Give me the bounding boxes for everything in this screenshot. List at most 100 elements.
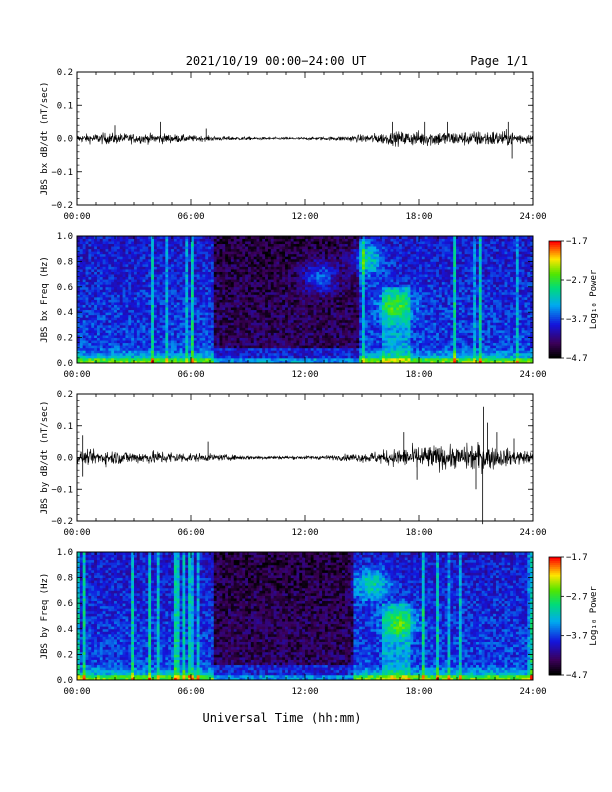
heatmap-cell [79, 302, 84, 305]
heatmap-cell [333, 317, 337, 321]
heatmap-cell [262, 342, 266, 346]
heatmap-cell [336, 261, 340, 265]
heatmap-cell [245, 302, 249, 305]
heatmap-cell [82, 350, 86, 354]
heatmap-cell [208, 312, 212, 316]
heatmap-cell [253, 329, 257, 333]
heatmap-cell [273, 253, 277, 257]
heatmap-cell [179, 294, 183, 298]
heatmap-cell [324, 337, 329, 341]
heatmap-cell [282, 340, 286, 344]
heatmap-cell [230, 299, 235, 303]
heatmap-cell [296, 350, 300, 354]
heatmap-cell [305, 251, 309, 255]
heatmap-cell [282, 263, 286, 267]
heatmap-cell [159, 286, 163, 290]
heatmap-cell [342, 284, 346, 288]
heatmap-cell [105, 319, 109, 323]
heatmap-cell [293, 289, 297, 293]
heatmap-cell [151, 332, 155, 336]
heatmap-cell [216, 246, 220, 250]
heatmap-cell [287, 312, 292, 316]
heatmap-cell [216, 340, 220, 344]
heatmap-cell [125, 355, 129, 359]
heatmap-cell [242, 345, 246, 349]
heatmap-cell [276, 329, 280, 333]
heatmap-cell [296, 332, 300, 336]
heatmap-cell [336, 263, 340, 267]
heatmap-cell [302, 329, 306, 333]
heatmap-cell [105, 284, 109, 288]
heatmap-cell [316, 342, 320, 346]
heatmap-cell [94, 355, 98, 359]
heatmap-cell [111, 340, 115, 344]
heatmap-cell [273, 274, 277, 278]
heatmap-cell [94, 269, 98, 272]
heatmap-cell [324, 304, 329, 308]
heatmap-cell [119, 324, 123, 328]
heatmap-cell [182, 319, 186, 323]
heatmap-cell [285, 248, 289, 252]
heatmap-cell [256, 236, 260, 239]
heatmap-cell [79, 324, 84, 328]
heatmap-cell [105, 289, 109, 293]
heatmap-cell [108, 276, 112, 280]
heatmap-cell [162, 304, 166, 308]
heatmap-cell [159, 261, 163, 265]
heatmap-cell [111, 243, 115, 247]
heatmap-cell [156, 329, 161, 333]
heatmap-cell [347, 340, 351, 344]
heatmap-cell [82, 274, 86, 278]
heatmap-cell [188, 302, 192, 305]
heatmap-cell [316, 314, 320, 318]
heatmap-cell [94, 332, 98, 336]
heatmap-cell [156, 248, 161, 252]
heatmap-cell [250, 281, 255, 285]
heatmap-cell [290, 350, 294, 354]
heatmap-cell [185, 309, 189, 313]
heatmap-cell [162, 337, 166, 341]
heatmap-cell [88, 347, 92, 351]
heatmap-cell [248, 281, 252, 285]
heatmap-cell [142, 271, 146, 275]
heatmap-cell [193, 281, 198, 285]
heatmap-cell [102, 279, 106, 283]
heatmap-cell [191, 266, 195, 270]
heatmap-cell [202, 241, 206, 245]
heatmap-cell [173, 241, 178, 245]
heatmap-cell [139, 284, 143, 288]
heatmap-cell [299, 337, 303, 341]
heatmap-cell [273, 357, 277, 361]
heatmap-cell [196, 261, 200, 265]
heatmap-cell [153, 342, 158, 346]
heatmap-cell [114, 347, 118, 351]
heatmap-cell [347, 253, 351, 257]
heatmap-cell [108, 345, 112, 349]
heatmap-cell [339, 286, 343, 290]
heatmap-cell [114, 289, 118, 293]
heatmap-cell [114, 258, 118, 262]
heatmap-cell [168, 309, 172, 313]
heatmap-cell [116, 236, 121, 239]
heatmap-cell [111, 307, 115, 311]
heatmap-cell [216, 312, 220, 316]
heatmap-cell [134, 271, 138, 275]
heatmap-cell [116, 304, 121, 308]
heatmap-cell [91, 256, 95, 260]
heatmap-cell [310, 289, 314, 293]
heatmap-cell [128, 335, 132, 338]
heatmap-cell [162, 276, 166, 280]
heatmap-cell [319, 342, 323, 346]
heatmap-cell [322, 355, 326, 359]
heatmap-cell [173, 317, 178, 321]
heatmap-cell [179, 357, 183, 361]
heatmap-cell [273, 296, 277, 300]
heatmap-cell [313, 256, 317, 260]
heatmap-cell [256, 284, 260, 288]
heatmap-cell [282, 350, 286, 354]
heatmap-cell [245, 276, 249, 280]
heatmap-cell [319, 332, 323, 336]
heatmap-cell [282, 281, 286, 285]
heatmap-cell [273, 286, 277, 290]
heatmap-cell [302, 360, 306, 364]
